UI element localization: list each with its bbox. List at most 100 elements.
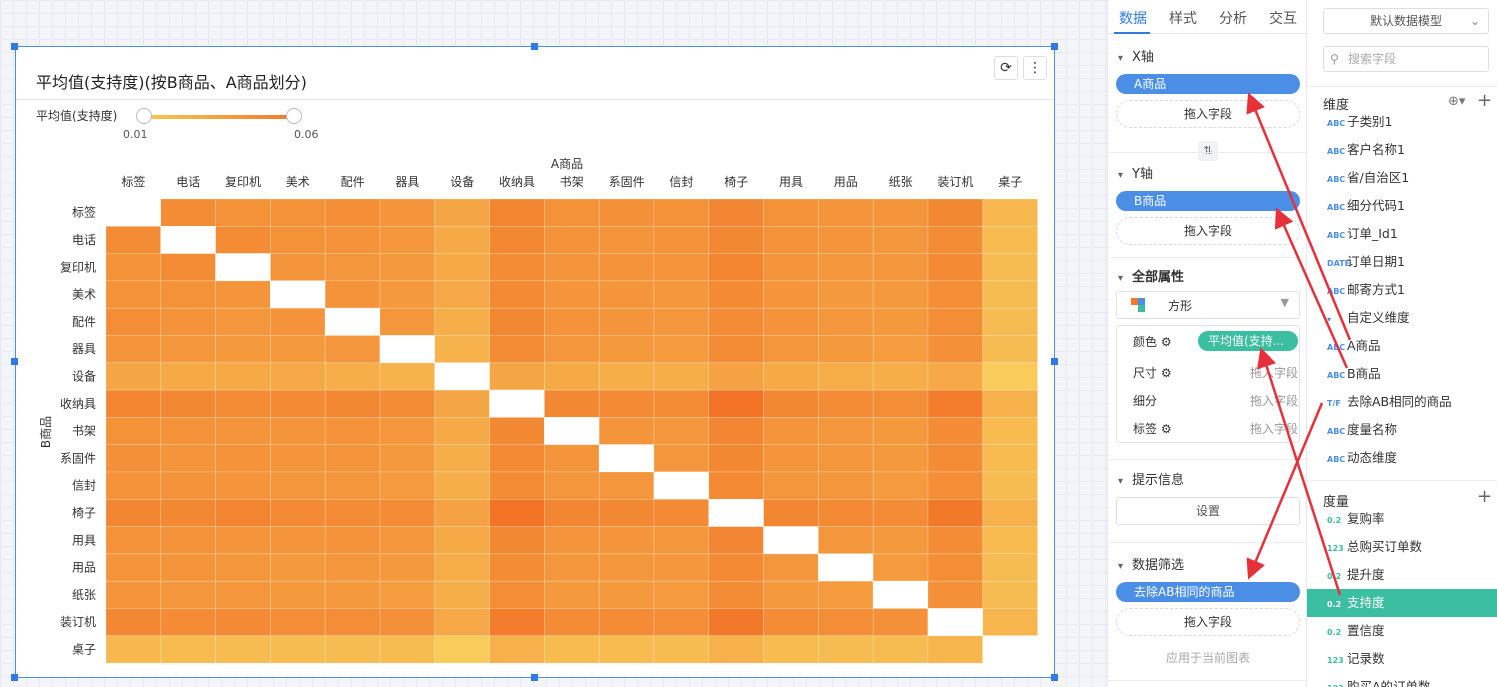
heatmap-cell[interactable] [982,389,1038,418]
heatmap-cell[interactable] [379,280,436,309]
tab-analysis[interactable]: 分析 [1219,11,1247,27]
heatmap-cell[interactable] [763,198,819,227]
heatmap-cell[interactable] [160,389,216,418]
heatmap-cell[interactable] [324,608,381,637]
heatmap-cell[interactable] [818,526,874,555]
heatmap-cell[interactable] [434,635,490,664]
heatmap-cell[interactable] [708,253,764,282]
heatmap-cell[interactable] [818,498,874,527]
dimension-field-item[interactable]: ABC 邮寄方式1 [1307,276,1497,304]
heatmap-cell[interactable] [653,307,710,336]
heatmap-cell[interactable] [982,198,1038,227]
heatmap-cell[interactable] [818,280,874,309]
heatmap-cell[interactable] [379,417,436,445]
heatmap-cell[interactable] [708,498,764,527]
heatmap-cell[interactable] [763,362,819,391]
heatmap-cell[interactable] [763,580,819,609]
heatmap-cell[interactable] [872,198,929,227]
x-axis-section[interactable]: ▾ X轴 [1118,46,1154,65]
heatmap-cell[interactable] [105,389,162,418]
measure-field-item[interactable]: 123 记录数 [1307,645,1497,673]
globe-icon[interactable]: ⊕▾ [1448,94,1466,109]
heatmap-cell[interactable] [324,362,381,391]
heatmap-cell[interactable] [653,389,710,418]
heatmap-cell[interactable] [215,335,271,364]
heatmap-cell[interactable] [598,417,655,445]
heatmap-cell[interactable] [872,444,929,473]
heatmap-cell[interactable] [544,253,600,282]
heatmap-cell[interactable] [489,553,545,582]
heatmap-cell[interactable] [653,553,710,582]
heatmap-cell[interactable] [324,498,381,527]
heatmap-cell[interactable] [653,362,710,391]
heatmap-cell[interactable] [215,444,271,473]
heatmap-cell[interactable] [160,553,216,582]
heatmap-cell[interactable] [927,389,984,418]
heatmap-cell[interactable] [927,444,984,473]
heatmap-cell[interactable] [215,362,271,391]
resize-handle[interactable] [1051,358,1058,365]
heatmap-cell[interactable] [324,444,381,473]
heatmap-cell[interactable] [598,608,655,637]
heatmap-cell[interactable] [927,253,984,282]
heatmap-cell[interactable] [324,389,381,418]
heatmap-cell[interactable] [270,471,326,500]
filter-field-pill[interactable]: 去除AB相同的商品 [1116,582,1300,602]
detail-dropzone[interactable]: 拖入字段 [1250,394,1299,408]
heatmap-cell[interactable] [708,362,764,391]
heatmap-cell[interactable] [489,444,545,473]
heatmap-cell[interactable] [927,226,984,254]
heatmap-cell[interactable] [872,635,929,664]
tab-interaction[interactable]: 交互 [1269,11,1297,27]
heatmap-cell[interactable] [653,280,710,309]
heatmap-cell[interactable] [379,253,436,282]
resize-handle[interactable] [11,43,18,50]
heatmap-cell[interactable] [215,580,271,609]
add-dimension-icon[interactable]: + [1477,90,1493,111]
heatmap-cell[interactable] [489,471,545,500]
heatmap-cell[interactable] [708,417,764,445]
heatmap-cell[interactable] [215,608,271,637]
heatmap-cell[interactable] [160,526,216,555]
heatmap-cell[interactable] [489,498,545,527]
label-dropzone[interactable]: 拖入字段 [1250,422,1299,436]
heatmap-cell[interactable] [818,389,874,418]
heatmap-cell[interactable] [379,580,436,609]
heatmap-cell[interactable] [105,580,162,609]
heatmap-cell[interactable] [379,498,436,527]
heatmap-cell[interactable] [160,198,216,227]
heatmap-cell[interactable] [270,444,326,473]
heatmap-cell[interactable] [708,280,764,309]
measure-field-item[interactable]: 0.2 置信度 [1307,617,1497,645]
heatmap-cell[interactable] [160,226,216,254]
heatmap-cell[interactable] [270,417,326,445]
heatmap-cell[interactable] [927,362,984,391]
heatmap-cell[interactable] [215,635,271,664]
heatmap-cell[interactable] [324,635,381,664]
more-menu-button[interactable]: ⋮ [1023,56,1047,80]
heatmap-cell[interactable] [489,362,545,391]
heatmap-cell[interactable] [653,226,710,254]
heatmap-cell[interactable] [105,307,162,336]
tooltip-settings-button[interactable]: 设置 [1116,497,1300,525]
heatmap-cell[interactable] [818,580,874,609]
heatmap-cell[interactable] [763,417,819,445]
heatmap-cell[interactable] [105,362,162,391]
heatmap-cell[interactable] [434,362,490,391]
heatmap-cell[interactable] [379,444,436,473]
heatmap-cell[interactable] [160,307,216,336]
heatmap-cell[interactable] [489,635,545,664]
heatmap-cell[interactable] [653,580,710,609]
heatmap-cell[interactable] [763,280,819,309]
heatmap-cell[interactable] [818,226,874,254]
heatmap-cell[interactable] [763,226,819,254]
heatmap-cell[interactable] [653,253,710,282]
heatmap-cell[interactable] [982,526,1038,555]
field-search-input[interactable]: 搜索字段 [1323,46,1489,72]
heatmap-cell[interactable] [818,444,874,473]
dimension-field-item[interactable]: ABC B商品 [1307,360,1497,388]
heatmap-cell[interactable] [270,635,326,664]
heatmap-cell[interactable] [872,362,929,391]
heatmap-cell[interactable] [434,226,490,254]
heatmap-cell[interactable] [270,498,326,527]
